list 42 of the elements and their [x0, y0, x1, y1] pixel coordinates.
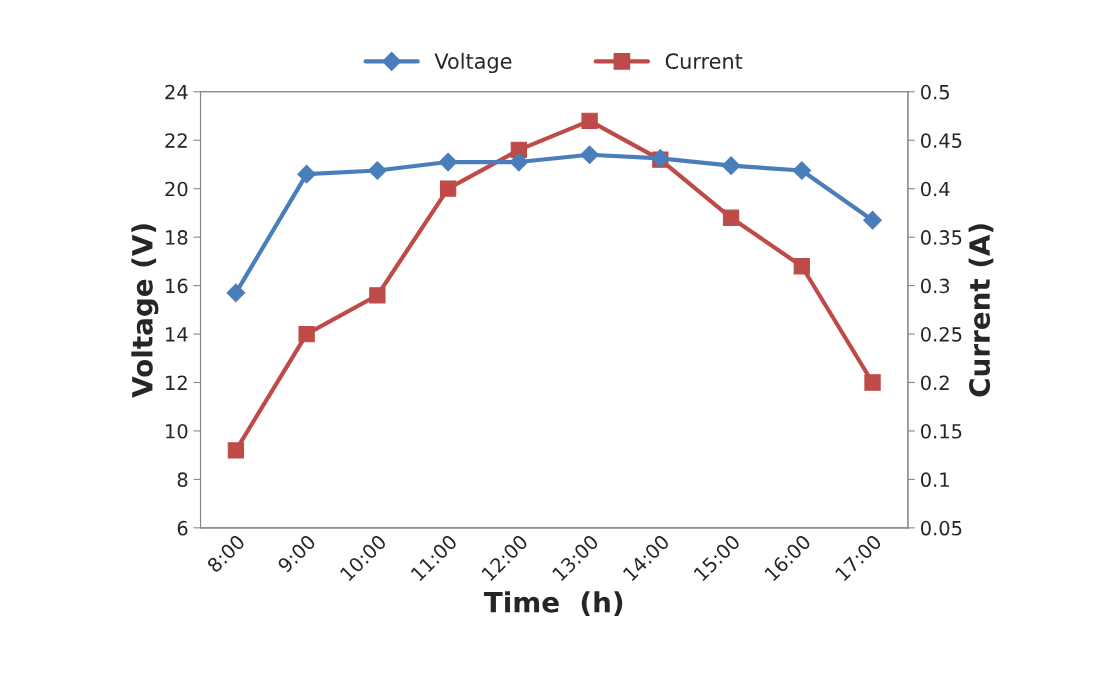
point	[793, 258, 810, 275]
y-tick-label: 18	[166, 230, 188, 245]
y-tick-label: 8	[177, 472, 188, 488]
y-tick-label: 6	[177, 520, 188, 536]
point	[298, 325, 315, 343]
point	[792, 161, 812, 180]
y2-tick-label: 0.5	[921, 84, 949, 100]
point	[226, 283, 246, 303]
y-tick-label: 16	[166, 278, 188, 294]
point	[438, 152, 458, 172]
y2-tick-label: 0.35	[921, 230, 962, 245]
point	[580, 145, 599, 165]
legend-label: Current	[665, 53, 743, 70]
point	[297, 164, 316, 184]
y-tick-label: 12	[166, 375, 187, 390]
y-tick-label: 24	[165, 84, 188, 100]
y2-tick-label: 0.3	[921, 278, 950, 294]
y2-tick-label: 0.1	[921, 472, 949, 488]
point	[722, 209, 740, 226]
point	[439, 180, 457, 197]
point	[721, 156, 741, 176]
y-tick-label: 20	[165, 181, 188, 197]
point	[369, 287, 386, 304]
x-axis-title: Time (h)	[483, 591, 623, 616]
y-axis-title: Voltage (V)	[131, 224, 159, 398]
y2-tick-label: 0.25	[921, 327, 962, 342]
point	[864, 374, 881, 391]
y2-tick-label: 0.15	[921, 423, 962, 439]
point	[581, 112, 598, 130]
point	[368, 161, 387, 180]
y2-axis-title: Current (A)	[968, 224, 994, 397]
y-tick-label: 22	[165, 133, 187, 148]
y2-tick-label: 0.4	[921, 181, 950, 197]
y-tick-label: 10	[166, 423, 188, 439]
point	[509, 152, 529, 172]
legend-label: Voltage	[434, 52, 512, 74]
y-tick-label: 14	[166, 327, 188, 342]
point	[863, 210, 882, 230]
point	[227, 442, 245, 459]
y2-tick-label: 0.05	[921, 520, 962, 536]
y2-tick-label: 0.2	[921, 375, 949, 391]
y2-tick-label: 0.45	[921, 133, 962, 148]
